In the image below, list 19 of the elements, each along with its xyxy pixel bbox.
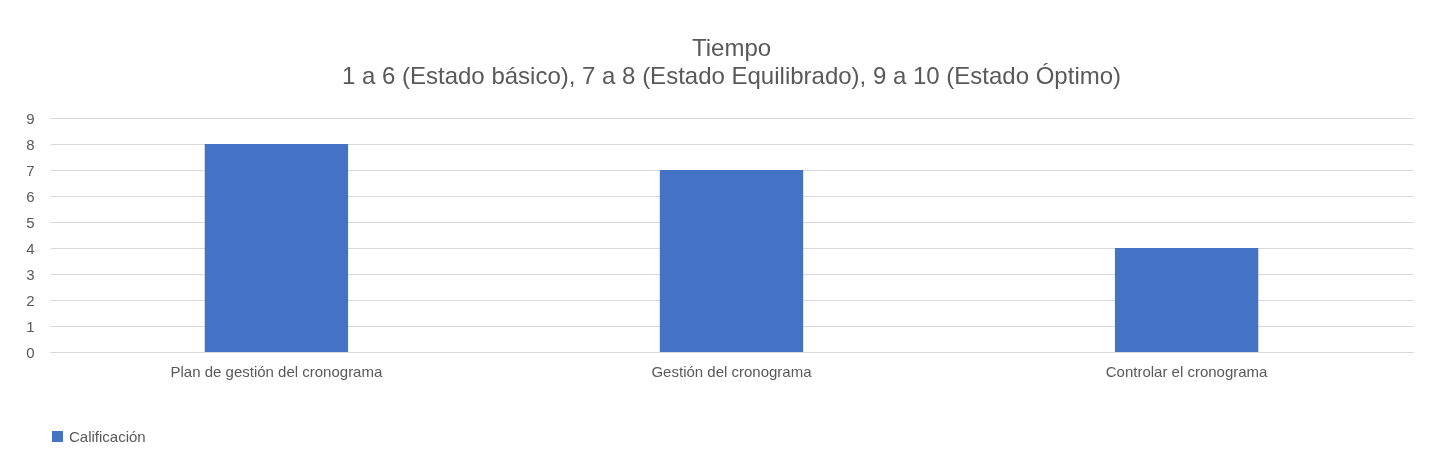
chart-title: Tiempo	[691, 34, 772, 61]
bar	[659, 170, 804, 352]
chart-subtitle: 1 a 6 (Estado básico), 7 a 8 (Estado Equilibrado), 9 a 10 (Estado Óptimo)	[341, 62, 1122, 89]
x-tick-label: Gestión del cronograma	[651, 362, 813, 380]
y-tick-label: 7	[26, 161, 35, 179]
y-tick-label: 9	[26, 109, 35, 127]
y-tick-label: 5	[26, 213, 35, 231]
y-tick-label: 1	[26, 317, 35, 335]
x-tick-label: Plan de gestión del cronograma	[170, 362, 383, 380]
bar	[1114, 248, 1259, 352]
y-tick-label: 3	[26, 265, 35, 283]
x-tick-label: Controlar el cronograma	[1105, 362, 1269, 380]
y-tick-label: 4	[26, 239, 35, 257]
y-tick-label: 2	[26, 291, 35, 309]
y-tick-label: 6	[26, 187, 35, 205]
y-tick-label: 0	[26, 343, 35, 361]
y-tick-label: 8	[26, 135, 35, 153]
bar	[204, 144, 349, 352]
legend-label: Calificación	[69, 427, 146, 445]
